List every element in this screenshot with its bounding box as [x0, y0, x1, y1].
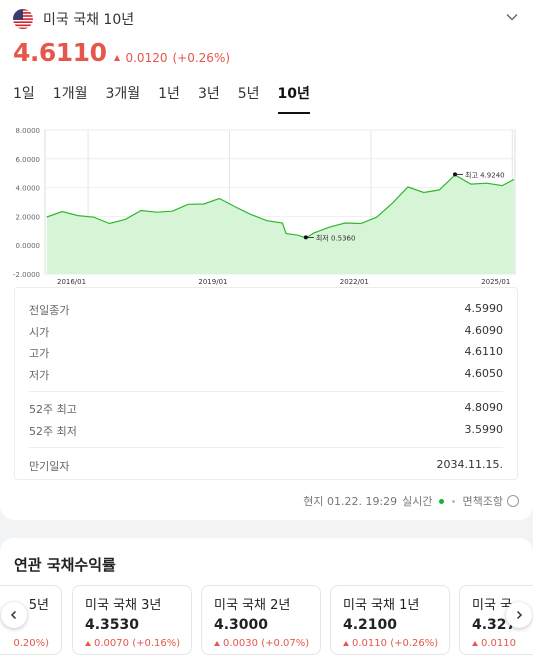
y-tick-label: 2.0000: [16, 213, 41, 221]
y-tick-label: 4.0000: [16, 185, 41, 193]
realtime-label: 실시간: [402, 495, 433, 508]
tab-1d[interactable]: 1일: [13, 86, 35, 102]
tab-3y[interactable]: 3년: [197, 86, 220, 102]
x-tick-label: 2022/01: [340, 278, 369, 286]
x-tick-label: 2016/01: [57, 278, 86, 286]
divider: [29, 447, 503, 448]
related-carousel: 5년 0.20%) 미국 국채 3년 4.3530 0.0070 (+0.16%…: [0, 585, 533, 655]
divider: [29, 391, 503, 392]
x-tick-label: 2025/01: [481, 278, 510, 286]
instrument-header: 미국 국채 10년: [13, 8, 134, 30]
info-row-maturity: 만기일자 2034.11.15.: [29, 458, 503, 473]
tab-1m[interactable]: 1개월: [52, 86, 88, 102]
info-row-open: 시가 4.6090: [29, 324, 503, 339]
help-circle-icon[interactable]: [507, 495, 519, 507]
annotation-low-label: 최저 0.5360: [316, 233, 356, 242]
tab-3m[interactable]: 3개월: [105, 86, 141, 102]
info-row-low: 저가 4.6050: [29, 367, 503, 382]
series-area: [46, 175, 515, 274]
bond-detail-card: 미국 국채 10년 4.6110 0.0120 (+0.26%) 1일 1개월 …: [0, 0, 533, 520]
up-arrow-icon: [214, 641, 220, 646]
carousel-prev-button[interactable]: [1, 602, 27, 628]
price-row: 4.6110 0.0120 (+0.26%): [13, 38, 230, 67]
separator-dot-icon: [451, 499, 455, 503]
tab-10y[interactable]: 10년: [277, 84, 310, 114]
y-tick-label: 6.0000: [16, 156, 41, 164]
up-arrow-icon: [114, 55, 121, 61]
chevron-right-icon: [516, 610, 523, 620]
quote-time: 현지 01.22. 19:29: [303, 495, 398, 508]
quote-footer: 현지 01.22. 19:29 실시간 면책조항: [303, 494, 519, 508]
quote-info-panel: 전일종가 4.5990 시가 4.6090 고가 4.6110 저가 4.6050 52…: [14, 287, 518, 480]
up-arrow-icon: [85, 641, 91, 646]
tab-5y[interactable]: 5년: [237, 86, 260, 102]
change-percent: (+0.26%): [172, 51, 231, 65]
y-tick-label: -2.0000: [13, 271, 40, 279]
related-title: 연관 국채수익률: [14, 556, 116, 574]
tab-1y[interactable]: 1년: [158, 86, 180, 102]
y-tick-label: 0.0000: [16, 242, 41, 250]
current-price: 4.6110: [13, 38, 107, 67]
live-dot-icon: [438, 498, 444, 504]
price-change: 0.0120 (+0.26%): [114, 51, 230, 65]
carousel-next-button[interactable]: [506, 602, 532, 628]
related-card-3y[interactable]: 미국 국채 3년 4.3530 0.0070 (+0.16%): [72, 585, 192, 655]
up-arrow-icon: [472, 641, 478, 646]
related-card-5y[interactable]: 5년 0.20%): [0, 585, 62, 655]
us-flag-icon: [13, 9, 33, 29]
annotation-high-label: 최고 4.9240: [465, 170, 505, 179]
change-value: 0.0120: [125, 51, 168, 65]
chevron-left-icon: [10, 610, 17, 620]
info-row-prev-close: 전일종가 4.5990: [29, 302, 503, 317]
related-card-1y[interactable]: 미국 국채 1년 4.2100 0.0110 (+0.26%): [330, 585, 450, 655]
up-arrow-icon: [343, 641, 349, 646]
disclaimer-link[interactable]: 면책조항: [462, 495, 503, 508]
series-line: [46, 174, 515, 239]
info-row-high: 고가 4.6110: [29, 345, 503, 360]
chevron-down-icon[interactable]: [505, 10, 519, 24]
instrument-title: 미국 국채 10년: [43, 12, 135, 28]
info-row-52w-low: 52주 최저 3.5990: [29, 423, 503, 438]
x-tick-label: 2019/01: [198, 278, 227, 286]
yield-chart[interactable]: 8.0000 6.0000 4.0000 2.0000 0.0000 -2.0000 201…: [0, 118, 533, 288]
y-tick-label: 8.0000: [16, 127, 41, 135]
period-tabs: 1일 1개월 3개월 1년 3년 5년 10년: [13, 84, 328, 114]
related-card-2y[interactable]: 미국 국채 2년 4.3000 0.0030 (+0.07%): [201, 585, 321, 655]
info-row-52w-high: 52주 최고 4.8090: [29, 401, 503, 416]
related-bonds-card: 연관 국채수익률 5년 0.20%) 미국 국채 3년 4.3530 0.007…: [0, 538, 533, 671]
